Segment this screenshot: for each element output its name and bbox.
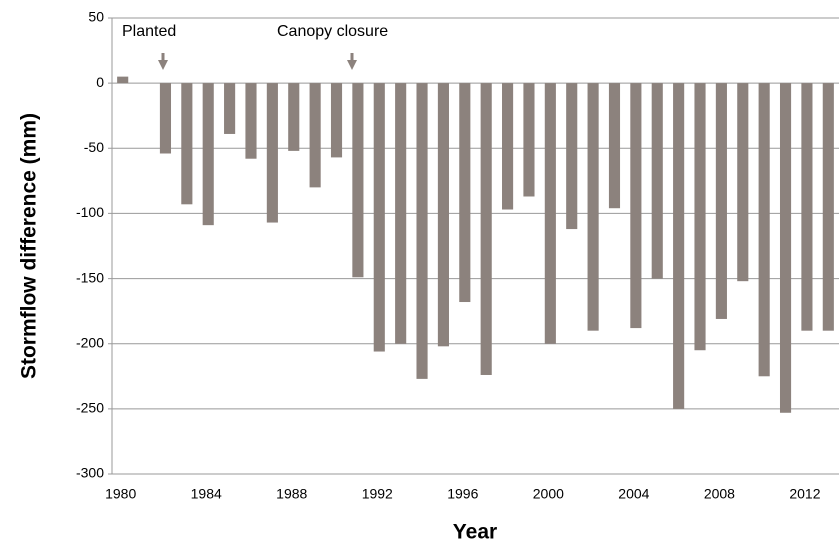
- x-tick-label: 2012: [789, 486, 820, 502]
- bar: [502, 83, 514, 210]
- bar: [159, 83, 172, 154]
- bar: [437, 83, 449, 347]
- x-tick-label: 1988: [276, 486, 307, 502]
- y-tick-label: -300: [76, 465, 104, 481]
- x-tick-label: 2004: [618, 486, 649, 502]
- bar: [330, 83, 343, 158]
- bar: [202, 83, 214, 226]
- x-tick-label: 1980: [105, 486, 136, 502]
- bar: [416, 83, 428, 379]
- bar: [266, 83, 278, 223]
- bar: [566, 83, 578, 230]
- bar: [608, 83, 621, 209]
- x-axis-title: Year: [453, 521, 497, 544]
- bar: [352, 83, 364, 278]
- bar: [309, 83, 321, 188]
- y-tick-label: -200: [76, 334, 104, 350]
- y-tick-label: -50: [84, 139, 104, 155]
- y-tick-label: 0: [96, 74, 104, 90]
- y-tick-label: -100: [76, 204, 104, 220]
- bar: [758, 83, 770, 377]
- bar: [544, 83, 556, 344]
- bar: [288, 83, 300, 151]
- bar: [822, 83, 834, 331]
- bar: [673, 83, 685, 409]
- bar: [630, 83, 642, 329]
- bar: [737, 83, 749, 282]
- arrow: [347, 53, 357, 70]
- bar: [779, 83, 792, 413]
- x-tick-label: 1984: [191, 486, 222, 502]
- bar: [694, 83, 706, 351]
- x-tick-label: 1992: [362, 486, 393, 502]
- y-tick-label: 50: [88, 9, 104, 25]
- bar: [224, 83, 236, 134]
- x-tick-label: 2000: [533, 486, 564, 502]
- bar: [480, 83, 492, 375]
- bar: [245, 83, 257, 159]
- x-tick-label: 1996: [447, 486, 478, 502]
- arrow: [158, 53, 168, 70]
- bar: [395, 83, 407, 344]
- bar: [117, 76, 129, 84]
- bar: [587, 83, 599, 331]
- bar: [523, 83, 535, 197]
- bar: [801, 83, 813, 331]
- annotation: Canopy closure: [277, 23, 388, 40]
- y-tick-label: -250: [76, 400, 104, 416]
- bar: [373, 83, 385, 352]
- annotation: Planted: [122, 23, 176, 40]
- bar: [715, 83, 727, 319]
- bar: [651, 83, 663, 279]
- x-tick-label: 2008: [704, 486, 735, 502]
- y-axis-title: Stormflow difference (mm): [18, 113, 41, 379]
- y-tick-label: -150: [76, 269, 104, 285]
- bar: [459, 83, 471, 303]
- bar: [181, 83, 193, 205]
